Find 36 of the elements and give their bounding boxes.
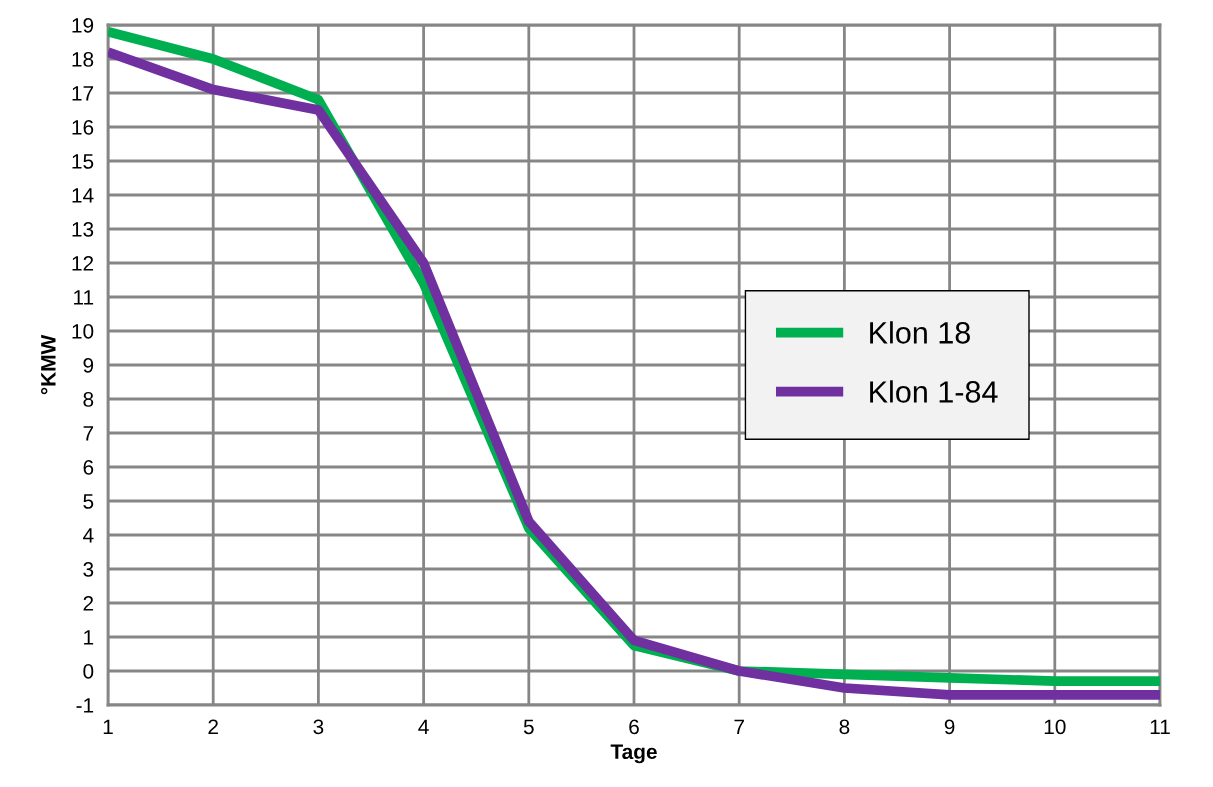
y-tick-label: 5 — [83, 494, 94, 509]
x-tick-label: 6 — [629, 719, 639, 735]
x-tick-label: 10 — [1044, 719, 1066, 735]
legend-label: Klon 18 — [870, 321, 970, 344]
y-tick-label: -1 — [76, 698, 94, 713]
y-tick-label: 12 — [72, 256, 94, 271]
x-tick-label: 11 — [1150, 719, 1170, 734]
x-tick-label: 8 — [839, 719, 850, 735]
y-tick-label: 14 — [72, 188, 94, 203]
y-tick-label: 18 — [72, 52, 94, 67]
y-tick-label: 6 — [83, 460, 94, 475]
x-tick-label: 9 — [944, 719, 955, 735]
y-axis-title: °KMW — [41, 334, 56, 395]
x-tick-label: 1 — [103, 719, 113, 734]
x-axis-title: Tage — [610, 744, 657, 764]
y-tick-label: 0 — [83, 664, 94, 679]
y-tick-label: 9 — [83, 358, 94, 373]
y-tick-label: 11 — [74, 290, 94, 305]
y-tick-label: 13 — [72, 222, 94, 237]
y-tick-label: 1 — [84, 630, 94, 645]
x-tick-label: 3 — [313, 719, 324, 735]
y-tick-label: 4 — [83, 528, 94, 543]
x-tick-label: 4 — [418, 719, 429, 734]
y-tick-label: 19 — [72, 18, 94, 33]
legend-label: Klon 1-84 — [870, 380, 998, 403]
x-tick-label: 2 — [208, 719, 218, 734]
x-tick-label: 7 — [734, 719, 744, 734]
y-tick-label: 16 — [72, 120, 94, 135]
x-tick-label: 5 — [523, 719, 534, 735]
y-tick-label: 7 — [83, 426, 94, 441]
y-tick-label: 17 — [72, 86, 94, 101]
y-tick-label: 8 — [83, 392, 94, 407]
y-tick-label: 10 — [72, 324, 94, 339]
y-tick-label: 3 — [83, 562, 94, 577]
y-tick-label: 2 — [83, 596, 94, 611]
y-tick-label: 15 — [72, 154, 94, 169]
